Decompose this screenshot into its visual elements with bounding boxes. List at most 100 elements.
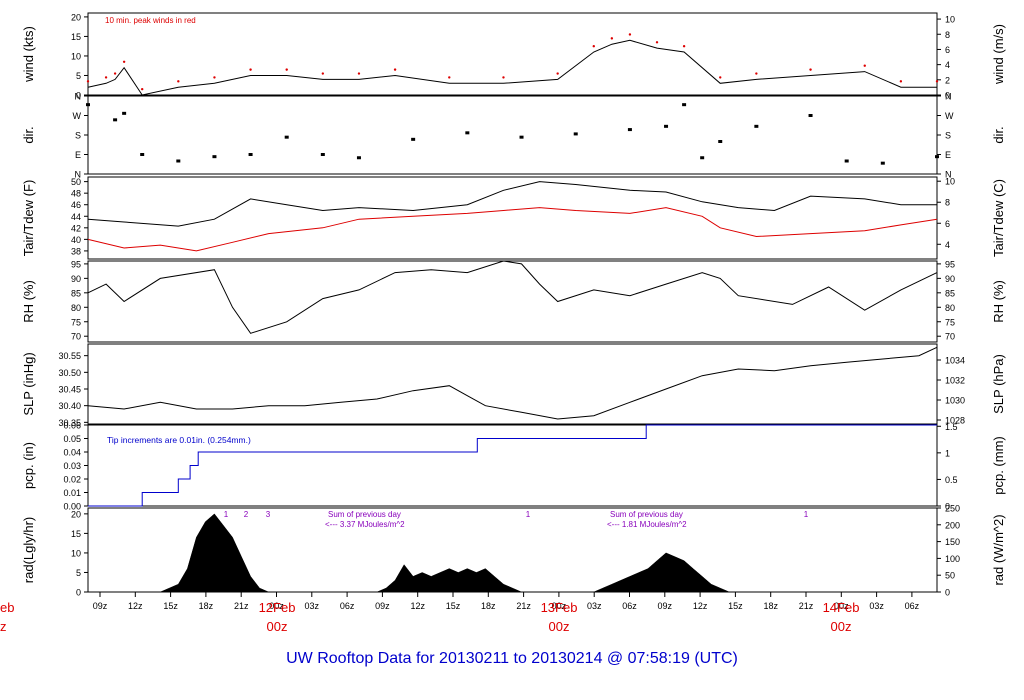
dir-point (284, 135, 289, 139)
y-tick-label-left-temp: 44 (71, 212, 81, 222)
y-tick-label-left-pcp: 0.04 (63, 448, 81, 458)
y-tick-label-right-rh: 85 (945, 288, 955, 298)
y-axis-label-right-wind: wind (m/s) (991, 24, 1006, 85)
y-tick-label-right-slp: 1030 (945, 396, 965, 406)
y-tick-label-left-rh: 80 (71, 303, 81, 313)
y-tick-label-right-slp: 1028 (945, 416, 965, 426)
y-axis-label-right-dir: dir. (991, 126, 1006, 143)
wind-peak-point (899, 80, 903, 83)
y-tick-label-left-slp: 30.50 (58, 368, 81, 378)
wind-peak-point (357, 72, 361, 75)
y-tick-label-right-dir: N (945, 170, 952, 180)
dir-point (212, 155, 217, 159)
dir-point (935, 155, 939, 159)
y-tick-label-right-rad: 250 (945, 504, 960, 514)
wind-peak-point (140, 87, 144, 91)
rad-day1-label: 1 (224, 510, 229, 519)
dir-point (754, 124, 759, 128)
pcp-series-line (88, 424, 937, 507)
panel-frame-rh (87, 260, 938, 343)
y-tick-label-right-pcp: 0.5 (945, 475, 958, 485)
time-tick-label: 09z (658, 601, 673, 611)
wind-peak-point (628, 33, 632, 36)
time-tick-label: 15z (163, 601, 178, 611)
footer-title: UW Rooftop Data for 20130211 to 20130214… (286, 650, 738, 667)
wind-peak-point (113, 72, 117, 75)
rad-series-area (160, 513, 739, 593)
panel-frame-wind (87, 12, 938, 96)
y-tick-label-left-rad: 0 (76, 588, 81, 598)
time-tick-label: 00z (834, 601, 849, 611)
y-tick-label-left-dir: E (75, 150, 81, 160)
rad-day3-label: 1 (804, 510, 809, 519)
dir-point (86, 103, 90, 107)
time-tick-label: 00z (552, 601, 567, 611)
wind-peak-point (86, 80, 90, 83)
y-tick-label-right-wind: 8 (945, 30, 950, 40)
rad-day1-label: 2 (244, 510, 249, 519)
time-tick-label: 18z (763, 601, 778, 611)
y-axis-label-left-dir: dir. (21, 126, 36, 143)
time-tick-label: 06z (622, 601, 637, 611)
panel-frame-temp (87, 176, 938, 260)
wind-peak-point (249, 68, 252, 71)
dir-point (880, 161, 885, 165)
y-tick-label-left-pcp: 0.01 (63, 488, 81, 498)
dir-point (664, 124, 669, 128)
y-tick-label-right-dir: W (945, 111, 954, 121)
slp-series-line (87, 346, 938, 420)
y-axis-label-left-wind: wind (kts) (21, 26, 36, 83)
y-tick-label-left-dir: N (75, 170, 82, 180)
y-axis-label-right-rad: rad (W/m^2) (991, 514, 1006, 585)
y-axis-label-right-rh: RH (%) (991, 280, 1006, 323)
wind-peak-point (682, 44, 686, 48)
y-tick-label-right-wind: 6 (945, 45, 950, 55)
y-tick-label-left-pcp: 0.06 (63, 421, 81, 431)
y-tick-label-right-temp: 4 (945, 240, 950, 250)
y-axis-label-left-slp: SLP (inHg) (21, 352, 36, 415)
y-tick-label-right-rad: 0 (945, 588, 950, 598)
y-tick-label-left-wind: 0 (76, 91, 81, 101)
y-tick-label-left-rad: 5 (76, 568, 81, 578)
rad-sum1-title: Sum of previous day (328, 510, 401, 519)
dir-point (627, 128, 632, 132)
time-tick-label: 15z (728, 601, 743, 611)
y-tick-label-right-slp: 1032 (945, 376, 965, 386)
wind-peak-point (393, 68, 397, 71)
y-tick-label-left-temp: 40 (71, 235, 81, 245)
y-tick-label-right-dir: N (945, 92, 952, 102)
time-tick-label: 18z (199, 601, 214, 611)
y-tick-label-right-temp: 10 (945, 177, 955, 187)
y-tick-label-right-wind: 10 (945, 15, 955, 25)
panel-frame-dir (87, 95, 938, 175)
y-tick-label-left-wind: 15 (71, 32, 81, 42)
day-hour-label: 00z (549, 619, 570, 634)
y-tick-label-right-temp: 6 (945, 219, 950, 229)
dir-point (682, 103, 687, 107)
wind-peak-point (719, 76, 722, 79)
y-tick-label-right-rad: 50 (945, 571, 955, 581)
temp-series-Tdew (87, 207, 938, 252)
y-tick-label-left-temp: 48 (71, 189, 81, 199)
wind-peak-point (122, 60, 126, 64)
y-tick-label-left-pcp: 0.02 (63, 475, 81, 485)
rad-day1-label: 3 (266, 510, 271, 519)
dir-point (248, 153, 253, 156)
y-axis-label-left-rad: rad(Lgly/hr) (21, 517, 36, 583)
y-tick-label-right-rad: 150 (945, 537, 960, 547)
day-hour-label: 00z (831, 619, 852, 634)
y-tick-label-left-temp: 50 (71, 177, 81, 187)
y-tick-label-left-rh: 85 (71, 288, 81, 298)
dir-point (176, 159, 181, 163)
y-tick-label-right-wind: 4 (945, 60, 950, 70)
y-tick-label-left-rad: 10 (71, 548, 81, 558)
dir-point (573, 132, 578, 136)
y-tick-label-left-slp: 30.35 (58, 418, 81, 428)
temp-series-Tair (87, 181, 937, 227)
y-tick-label-left-rh: 95 (71, 259, 81, 269)
y-tick-label-right-pcp: 1.5 (945, 422, 958, 432)
panel-frame-slp (87, 343, 938, 425)
wind-series-line (87, 39, 937, 96)
y-tick-label-right-dir: S (945, 131, 951, 141)
